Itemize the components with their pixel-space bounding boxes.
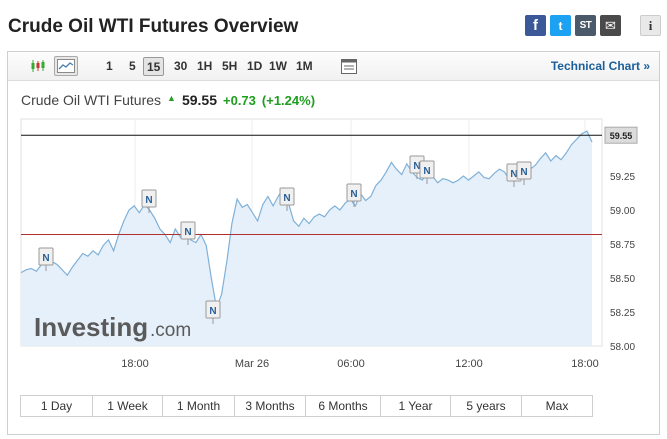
- x-tick-label: 18:00: [121, 358, 149, 370]
- instrument-name: Crude Oil WTI Futures: [21, 92, 162, 108]
- range-3-months[interactable]: 3 Months: [235, 396, 306, 416]
- twitter-icon[interactable]: t: [550, 15, 571, 36]
- interval-1w[interactable]: 1W: [269, 59, 287, 73]
- news-marker[interactable]: [279, 187, 295, 206]
- email-icon[interactable]: ✉: [600, 15, 621, 36]
- range-1-month[interactable]: 1 Month: [163, 396, 235, 416]
- range-1-year[interactable]: 1 Year: [381, 396, 451, 416]
- technical-chart-link[interactable]: Technical Chart »: [550, 59, 650, 73]
- facebook-icon[interactable]: f: [525, 15, 546, 36]
- news-marker[interactable]: [141, 189, 157, 208]
- price-change: +0.73: [223, 93, 256, 108]
- range-max[interactable]: Max: [522, 396, 592, 416]
- news-marker[interactable]: [205, 300, 221, 319]
- news-marker[interactable]: [38, 247, 54, 266]
- news-marker[interactable]: [516, 161, 532, 180]
- y-tick-label: 58.50: [610, 274, 635, 285]
- range-6-months[interactable]: 6 Months: [306, 396, 381, 416]
- news-marker-label: N: [209, 306, 216, 317]
- table-view-icon[interactable]: [338, 56, 360, 76]
- news-marker-label: N: [520, 167, 527, 178]
- page-title: Crude Oil WTI Futures Overview: [8, 16, 299, 37]
- interval-1h[interactable]: 1H: [197, 59, 213, 73]
- area-chart-icon[interactable]: [54, 56, 78, 76]
- news-marker[interactable]: [346, 183, 362, 202]
- y-tick-label: 58.75: [610, 240, 635, 251]
- interval-1[interactable]: 1: [106, 59, 113, 73]
- price-change-percent: (+1.24%): [261, 93, 316, 108]
- y-tick-label: 58.00: [610, 342, 635, 353]
- price-chart[interactable]: 59.55 59.25 59.00 58.75 58.50 58.25 58.00 18:00…: [8, 52, 661, 392]
- quote-header: Crude Oil WTI Futures ▲ 59.55 +0.73 (+1.…: [21, 92, 315, 108]
- info-icon[interactable]: i: [640, 15, 661, 36]
- news-marker-label: N: [350, 189, 357, 200]
- y-tick-label: 58.25: [610, 308, 635, 319]
- up-arrow-icon: ▲: [167, 93, 176, 103]
- interval-1d[interactable]: 1D: [247, 59, 263, 73]
- range-1-day[interactable]: 1 Day: [21, 396, 93, 416]
- y-tick-label: 59.25: [610, 172, 635, 183]
- share-bar: f t ST ✉: [525, 15, 621, 36]
- range-5-years[interactable]: 5 years: [451, 396, 522, 416]
- news-marker-label: N: [413, 161, 420, 172]
- news-marker-label: N: [423, 166, 430, 177]
- price-area-fill: [21, 131, 592, 346]
- chart-toolbar: 1 5 15 30 1H 5H 1D 1W 1M Technical Chart »: [8, 52, 659, 81]
- x-tick-label: 06:00: [337, 358, 365, 370]
- investing-watermark-suffix: .com: [150, 320, 191, 341]
- interval-1m[interactable]: 1M: [296, 59, 313, 73]
- time-range-selector: 1 Day 1 Week 1 Month 3 Months 6 Months 1 Year…: [20, 395, 593, 417]
- news-marker[interactable]: [419, 160, 435, 179]
- current-price-label: 59.55: [610, 131, 633, 141]
- news-marker-label: N: [42, 253, 49, 264]
- investing-watermark: Investing: [34, 312, 148, 342]
- price-line: [20, 130, 593, 311]
- news-marker-label: N: [283, 193, 290, 204]
- range-1-week[interactable]: 1 Week: [93, 396, 163, 416]
- x-tick-label: 18:00: [571, 358, 599, 370]
- last-price: 59.55: [181, 92, 217, 108]
- interval-15[interactable]: 15: [143, 57, 165, 76]
- stocktwits-icon[interactable]: ST: [575, 15, 596, 36]
- news-marker-label: N: [510, 169, 517, 180]
- interval-5[interactable]: 5: [129, 59, 136, 73]
- news-marker[interactable]: [180, 221, 196, 240]
- x-tick-label: Mar 26: [235, 358, 269, 370]
- news-marker-label: N: [145, 195, 152, 206]
- interval-5h[interactable]: 5H: [222, 59, 238, 73]
- y-tick-label: 59.00: [610, 206, 635, 217]
- x-tick-label: 12:00: [455, 358, 483, 370]
- candlestick-chart-icon[interactable]: [27, 56, 49, 76]
- news-marker-label: N: [184, 227, 191, 238]
- interval-30[interactable]: 30: [174, 59, 188, 73]
- current-price-tag: [604, 126, 638, 144]
- chart-widget: 1 5 15 30 1H 5H 1D 1W 1M Technical Chart » Crude…: [7, 51, 660, 435]
